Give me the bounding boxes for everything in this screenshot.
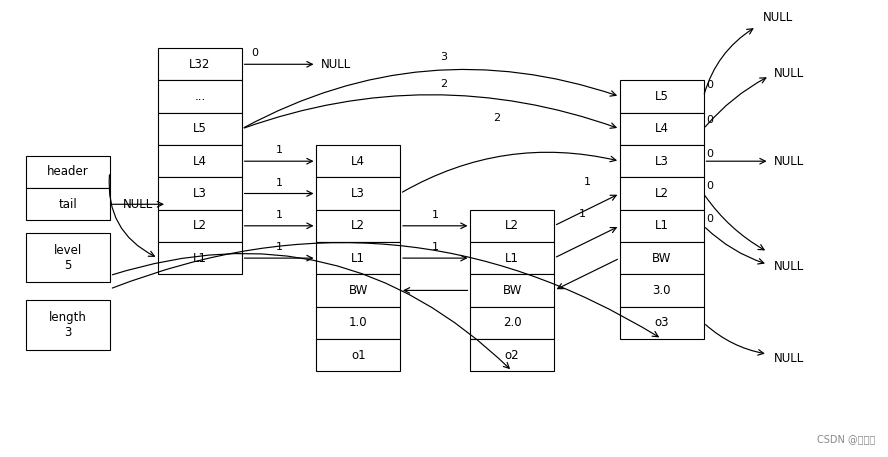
Text: 3: 3 — [440, 53, 448, 63]
FancyBboxPatch shape — [158, 48, 242, 80]
FancyBboxPatch shape — [471, 274, 554, 307]
Text: BW: BW — [503, 284, 522, 297]
FancyBboxPatch shape — [620, 145, 703, 177]
Text: 1: 1 — [275, 210, 282, 220]
Text: BW: BW — [349, 284, 368, 297]
Text: length
3: length 3 — [49, 311, 87, 339]
FancyBboxPatch shape — [316, 210, 400, 242]
Text: 1.0: 1.0 — [349, 316, 368, 329]
Text: 1: 1 — [275, 242, 282, 252]
Text: 0: 0 — [706, 181, 713, 191]
Text: L1: L1 — [654, 219, 669, 232]
FancyBboxPatch shape — [158, 177, 242, 210]
Text: 1: 1 — [583, 177, 591, 187]
Text: 3.0: 3.0 — [653, 284, 671, 297]
Text: 2: 2 — [493, 113, 500, 123]
FancyBboxPatch shape — [471, 242, 554, 274]
Text: L4: L4 — [352, 155, 365, 168]
FancyBboxPatch shape — [316, 307, 400, 339]
FancyBboxPatch shape — [620, 274, 703, 307]
Text: 1: 1 — [432, 242, 439, 252]
Text: 1: 1 — [275, 145, 282, 155]
Text: 2: 2 — [440, 80, 448, 90]
Text: L2: L2 — [352, 219, 365, 232]
Text: 1: 1 — [275, 178, 282, 188]
FancyBboxPatch shape — [316, 274, 400, 307]
Text: 0: 0 — [706, 213, 713, 223]
FancyBboxPatch shape — [26, 300, 110, 350]
FancyBboxPatch shape — [471, 339, 554, 371]
Text: 0: 0 — [706, 149, 713, 159]
Text: ...: ... — [194, 90, 205, 103]
FancyBboxPatch shape — [158, 145, 242, 177]
Text: header: header — [47, 165, 89, 179]
Text: level
5: level 5 — [54, 244, 82, 271]
FancyBboxPatch shape — [620, 113, 703, 145]
Text: o3: o3 — [654, 316, 669, 329]
Text: NULL: NULL — [773, 260, 805, 273]
Text: L2: L2 — [193, 219, 207, 232]
Text: L5: L5 — [193, 122, 207, 135]
Text: 1: 1 — [579, 209, 586, 219]
Text: 0: 0 — [706, 80, 713, 90]
Text: L4: L4 — [193, 155, 207, 168]
Text: BW: BW — [652, 252, 671, 265]
FancyBboxPatch shape — [158, 242, 242, 274]
FancyBboxPatch shape — [26, 188, 110, 220]
FancyBboxPatch shape — [158, 210, 242, 242]
FancyBboxPatch shape — [620, 177, 703, 210]
FancyBboxPatch shape — [26, 156, 110, 188]
Text: L3: L3 — [654, 155, 669, 168]
Text: 0: 0 — [706, 115, 713, 125]
Text: L32: L32 — [189, 58, 210, 71]
Text: L1: L1 — [352, 252, 365, 265]
Text: L4: L4 — [654, 122, 669, 135]
FancyBboxPatch shape — [158, 80, 242, 113]
Text: NULL: NULL — [763, 11, 793, 24]
Text: 2.0: 2.0 — [503, 316, 521, 329]
FancyBboxPatch shape — [620, 80, 703, 113]
FancyBboxPatch shape — [471, 307, 554, 339]
FancyBboxPatch shape — [316, 177, 400, 210]
FancyBboxPatch shape — [620, 242, 703, 274]
FancyBboxPatch shape — [316, 145, 400, 177]
Text: L5: L5 — [654, 90, 669, 103]
Text: NULL: NULL — [773, 155, 805, 168]
Text: NULL: NULL — [123, 198, 153, 211]
Text: NULL: NULL — [773, 67, 805, 80]
FancyBboxPatch shape — [620, 210, 703, 242]
Text: L3: L3 — [193, 187, 207, 200]
FancyBboxPatch shape — [26, 233, 110, 282]
FancyBboxPatch shape — [316, 242, 400, 274]
Text: NULL: NULL — [321, 58, 351, 71]
Text: 0: 0 — [251, 48, 258, 58]
Text: L2: L2 — [505, 219, 519, 232]
FancyBboxPatch shape — [316, 339, 400, 371]
Text: o1: o1 — [351, 349, 366, 361]
Text: L2: L2 — [654, 187, 669, 200]
Text: CSDN @孟宝宝: CSDN @孟宝宝 — [817, 434, 875, 444]
Text: tail: tail — [59, 198, 77, 211]
Text: L1: L1 — [193, 252, 207, 265]
FancyBboxPatch shape — [471, 210, 554, 242]
Text: NULL: NULL — [773, 352, 805, 365]
Text: o2: o2 — [505, 349, 519, 361]
FancyBboxPatch shape — [158, 113, 242, 145]
Text: 1: 1 — [432, 210, 439, 220]
Text: L3: L3 — [352, 187, 365, 200]
Text: L1: L1 — [505, 252, 519, 265]
FancyBboxPatch shape — [620, 307, 703, 339]
